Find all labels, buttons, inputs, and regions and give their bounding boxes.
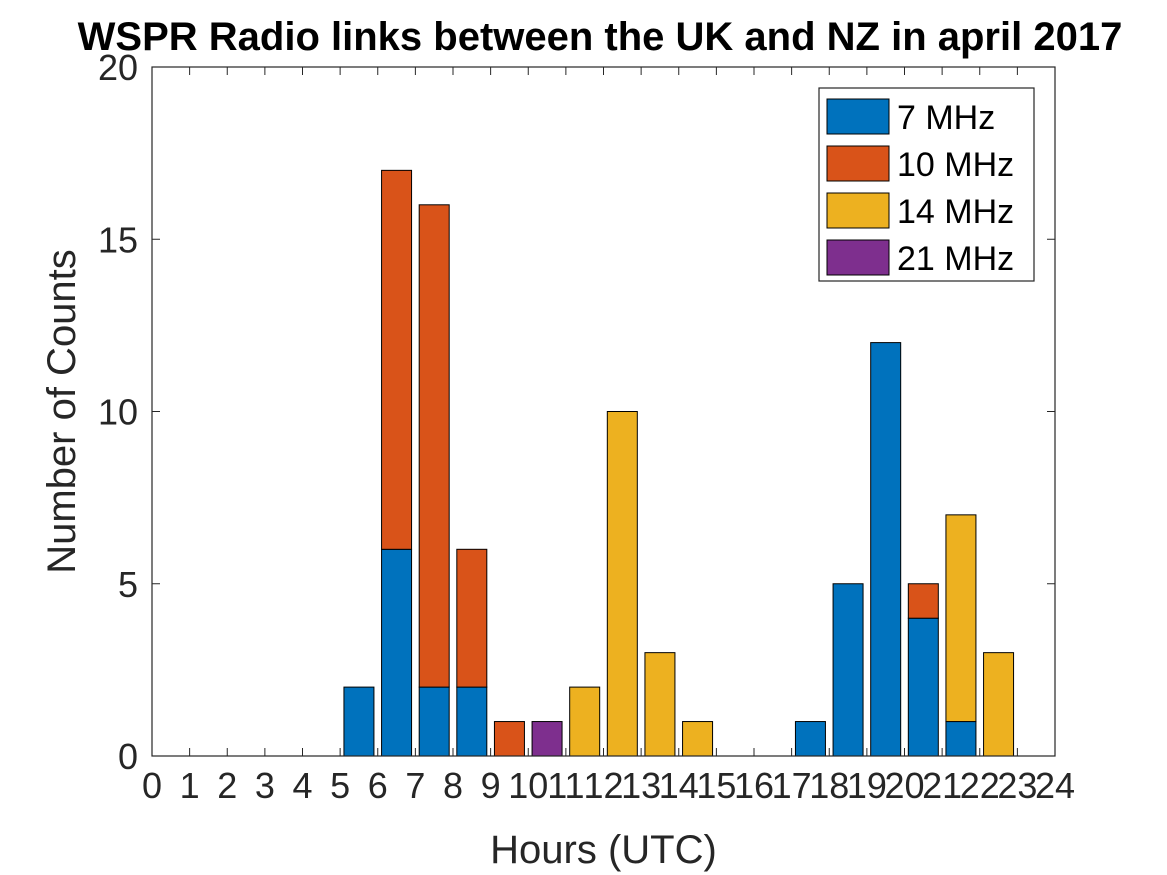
legend-swatch bbox=[826, 98, 890, 135]
y-tick-label: 10 bbox=[98, 392, 138, 433]
x-tick-label: 3 bbox=[255, 765, 275, 806]
bar-segment bbox=[606, 411, 638, 757]
x-tick-label: 11 bbox=[547, 765, 584, 806]
x-axis-label: Hours (UTC) bbox=[490, 828, 717, 872]
bar-segment bbox=[907, 617, 939, 757]
x-tick-label: 19 bbox=[847, 765, 887, 806]
bar-segment bbox=[945, 721, 977, 757]
x-tick-label: 0 bbox=[142, 765, 162, 806]
bar-segment bbox=[907, 583, 939, 619]
legend: 7 MHz 10 MHz 14 MHz 21 MHz bbox=[818, 87, 1035, 282]
y-tick-label: 15 bbox=[98, 219, 138, 260]
x-tick-label: 4 bbox=[292, 765, 312, 806]
y-tick-label: 0 bbox=[118, 736, 138, 777]
bar-segment bbox=[343, 686, 375, 757]
legend-swatch bbox=[826, 145, 890, 182]
x-tick-label: 10 bbox=[508, 765, 548, 806]
x-tick-label: 22 bbox=[960, 765, 1000, 806]
x-tick-label: 6 bbox=[368, 765, 388, 806]
bar-segment bbox=[794, 721, 826, 757]
bar-segment bbox=[531, 721, 563, 757]
x-tick-label: 12 bbox=[583, 765, 623, 806]
legend-label: 7 MHz bbox=[897, 99, 995, 137]
bar-segment bbox=[682, 721, 714, 757]
bar-segment bbox=[381, 548, 413, 757]
x-tick-label: 20 bbox=[884, 765, 924, 806]
x-tick-label: 15 bbox=[696, 765, 736, 806]
x-tick-label: 18 bbox=[809, 765, 849, 806]
bar-segment bbox=[945, 514, 977, 723]
legend-items: 7 MHz 10 MHz 14 MHz 21 MHz bbox=[826, 98, 1014, 278]
bars-layer bbox=[343, 169, 1015, 757]
bar-segment bbox=[644, 652, 676, 757]
bar-segment bbox=[381, 169, 413, 550]
bar-segment bbox=[983, 652, 1015, 757]
x-tick-label: 23 bbox=[997, 765, 1037, 806]
legend-swatch bbox=[826, 239, 890, 276]
bar-segment bbox=[418, 204, 450, 688]
bar-segment bbox=[456, 548, 488, 688]
y-axis-label: Number of Counts bbox=[40, 249, 84, 574]
legend-swatch bbox=[826, 192, 890, 229]
bar-segment bbox=[456, 686, 488, 757]
x-tick-label: 9 bbox=[481, 765, 501, 806]
ticks-layer bbox=[151, 66, 1056, 757]
bar-segment bbox=[569, 686, 601, 757]
y-tick-labels: 0 5 10 15 20 bbox=[98, 47, 138, 777]
x-tick-label: 17 bbox=[772, 765, 812, 806]
x-tick-label: 5 bbox=[330, 765, 350, 806]
legend-label: 21 MHz bbox=[897, 240, 1014, 278]
x-tick-label: 24 bbox=[1035, 765, 1075, 806]
bar-segment bbox=[418, 686, 450, 757]
bar-segment bbox=[832, 583, 864, 757]
x-tick-label: 16 bbox=[734, 765, 774, 806]
x-tick-label: 21 bbox=[922, 765, 962, 806]
x-tick-label: 8 bbox=[443, 765, 463, 806]
x-tick-label: 1 bbox=[180, 765, 200, 806]
legend-label: 14 MHz bbox=[897, 193, 1014, 231]
x-tick-label: 2 bbox=[217, 765, 237, 806]
x-tick-label: 7 bbox=[405, 765, 425, 806]
bar-segment bbox=[493, 721, 525, 757]
y-tick-label: 20 bbox=[98, 47, 138, 88]
legend-label: 10 MHz bbox=[897, 146, 1014, 184]
y-tick-label: 5 bbox=[118, 564, 138, 605]
chart-title: WSPR Radio links between the UK and NZ i… bbox=[78, 15, 1123, 59]
x-tick-label: 14 bbox=[659, 765, 699, 806]
x-tick-label: 13 bbox=[621, 765, 661, 806]
bar-segment bbox=[870, 342, 902, 757]
